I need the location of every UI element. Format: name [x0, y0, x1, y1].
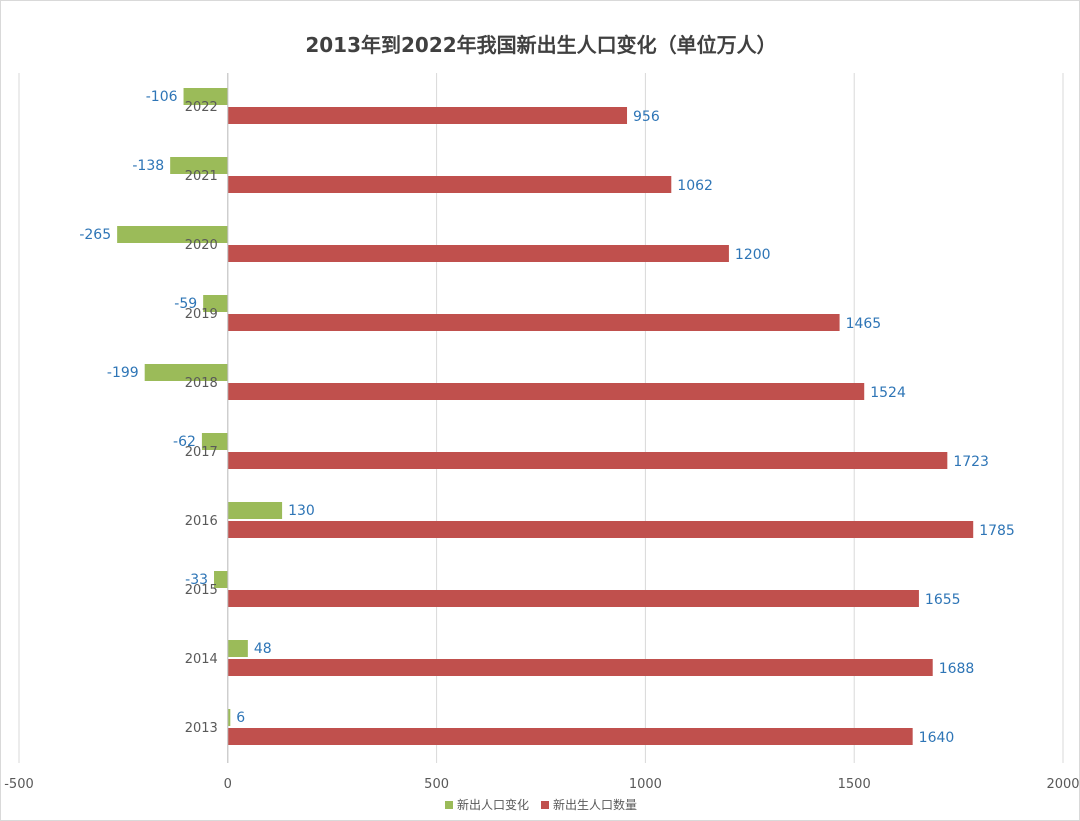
data-label-births: 1640 — [919, 730, 955, 746]
x-tick-label: 1000 — [629, 777, 662, 791]
category-label: 2016 — [185, 514, 218, 529]
category-label: 2014 — [185, 652, 218, 667]
data-label-change: -106 — [146, 89, 178, 105]
bar-births — [227, 452, 948, 469]
bar-births — [227, 314, 840, 331]
bar-births — [227, 521, 974, 538]
bar-change — [144, 364, 228, 381]
data-label-births: 1785 — [979, 523, 1015, 539]
category-label: 2021 — [185, 169, 218, 184]
data-label-change: -138 — [132, 158, 164, 174]
category-label: 2018 — [185, 376, 218, 391]
bar-change — [201, 433, 228, 450]
category-label: 2022 — [185, 100, 218, 115]
category-label: 2015 — [185, 583, 218, 598]
chart-legend: 新出人口变化 新出生人口数量 — [1, 796, 1080, 813]
legend-item-births: 新出生人口数量 — [541, 796, 637, 813]
category-label: 2017 — [185, 445, 218, 460]
x-tick-label: 0 — [224, 777, 232, 791]
category-label: 2013 — [185, 721, 218, 736]
bar-births — [227, 383, 865, 400]
bar-births — [227, 107, 628, 124]
bar-change — [227, 502, 283, 519]
data-label-change: -33 — [185, 572, 208, 588]
bar-births — [227, 590, 919, 607]
bar-change — [183, 88, 228, 105]
data-label-change: 130 — [288, 503, 315, 519]
data-label-births: 1688 — [939, 661, 975, 677]
bar-births — [227, 728, 913, 745]
bar-births — [227, 659, 933, 676]
data-label-change: 48 — [254, 641, 272, 657]
data-label-births: 1655 — [925, 592, 961, 608]
data-label-births: 956 — [633, 109, 660, 125]
legend-label-births: 新出生人口数量 — [553, 798, 638, 812]
legend-item-change: 新出人口变化 — [444, 796, 529, 813]
data-label-births: 1524 — [870, 385, 906, 401]
bar-change — [227, 640, 248, 657]
bar-births — [227, 176, 672, 193]
data-label-births: 1723 — [953, 454, 989, 470]
data-label-change: -199 — [107, 365, 139, 381]
legend-swatch-births — [541, 800, 549, 809]
data-label-change: -59 — [174, 296, 197, 312]
bar-change — [117, 226, 228, 243]
x-tick-label: 1500 — [838, 777, 871, 791]
data-label-births: 1200 — [735, 247, 771, 263]
chart-plot: -500 0 500 1000 1500 2000 2013 6 1640 2014 48 1688 2… — [4, 73, 1080, 791]
data-label-change: -265 — [79, 227, 111, 243]
data-label-births: 1062 — [677, 178, 713, 194]
bar-births — [227, 245, 729, 262]
data-label-births: 1465 — [846, 316, 882, 332]
x-tick-label: 2000 — [1046, 777, 1079, 791]
data-label-change: -62 — [173, 434, 196, 450]
x-tick-label: -500 — [4, 777, 34, 791]
bar-change — [170, 157, 228, 174]
category-label: 2019 — [185, 307, 218, 322]
bar-change — [227, 709, 231, 726]
bar-change — [214, 571, 228, 588]
chart-title: 2013年到2022年我国新出生人口变化（单位万人） — [305, 33, 777, 57]
category-label: 2020 — [185, 238, 218, 253]
legend-label-change: 新出人口变化 — [456, 798, 529, 812]
bar-change — [203, 295, 228, 312]
x-tick-label: 500 — [424, 777, 449, 791]
legend-swatch-change — [444, 800, 453, 809]
data-label-change: 6 — [236, 710, 245, 726]
